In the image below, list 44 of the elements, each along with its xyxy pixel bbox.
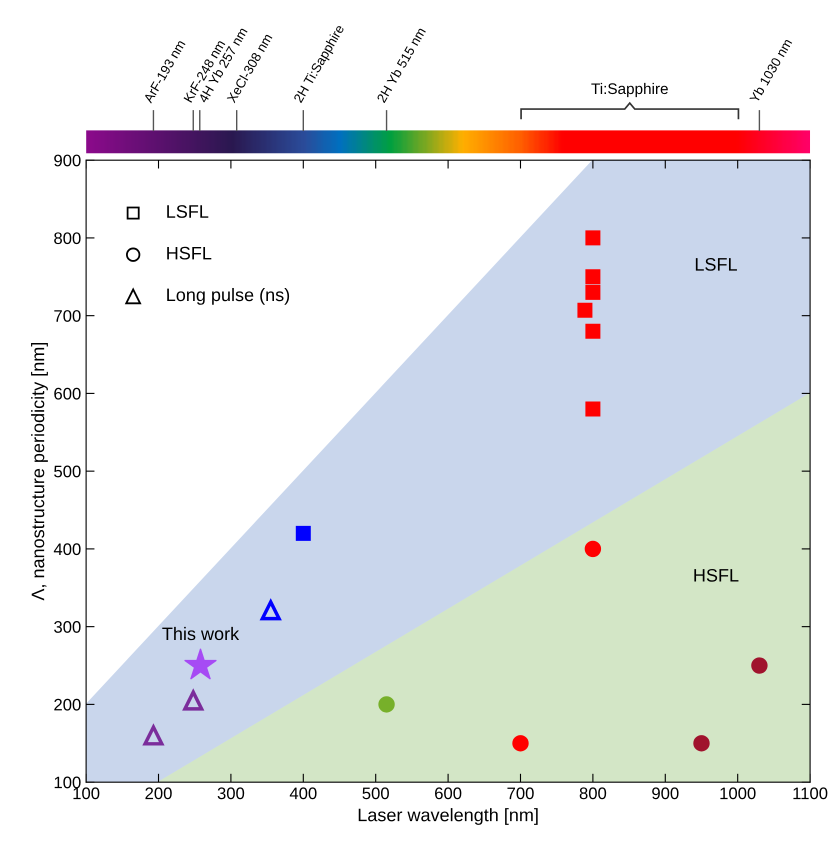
- point: [585, 324, 600, 339]
- y-tick-label: 600: [54, 388, 81, 400]
- point: [751, 657, 768, 674]
- x-tick-label: 200: [145, 787, 172, 800]
- point: [577, 302, 592, 318]
- y-axis-title: Λ, nanostructure periodicity [nm]: [31, 342, 48, 601]
- point: [378, 696, 395, 713]
- x-tick-label: 900: [652, 787, 679, 800]
- annotation: Long pulse (ns): [167, 288, 290, 305]
- x-tick-label: 600: [435, 787, 462, 800]
- x-tick-label: 500: [362, 787, 389, 800]
- point: [183, 690, 204, 711]
- y-tick-label: 400: [54, 543, 81, 556]
- annotation: LSFL: [696, 258, 737, 271]
- x-tick-label: 1000: [720, 787, 756, 800]
- x-tick-label: 400: [290, 787, 317, 800]
- annotation: HSFL: [694, 568, 738, 582]
- y-tick-label: 100: [54, 776, 81, 788]
- point: [296, 526, 311, 541]
- x-tick-label: 700: [507, 787, 534, 800]
- point: [693, 735, 710, 752]
- point: [260, 600, 281, 620]
- x-axis-title: Laser wavelength [nm]: [358, 808, 538, 825]
- point: [585, 401, 600, 416]
- y-tick-label: 300: [54, 621, 81, 633]
- point: [585, 284, 600, 300]
- point: [184, 648, 217, 680]
- y-tick-label: 200: [54, 698, 81, 711]
- annotation: LSFL: [167, 205, 208, 218]
- y-tick-label: 800: [54, 232, 81, 244]
- point: [585, 230, 600, 246]
- ref-line-label: 2H Yb 515 nm: [376, 26, 426, 104]
- y-tick-label: 500: [54, 466, 81, 478]
- y-tick-label: 700: [54, 310, 81, 322]
- series-label: This work: [162, 626, 240, 640]
- x-tick-label: 300: [218, 787, 244, 800]
- x-tick-label: 800: [580, 787, 606, 800]
- x-tick-label: 100: [73, 787, 100, 800]
- annotation: HSFL: [167, 246, 212, 260]
- point: [143, 725, 164, 746]
- text: Ti:Sapphire: [591, 82, 668, 98]
- point: [585, 269, 600, 284]
- x-tick-label: 1100: [793, 787, 828, 800]
- y-tick-label: 900: [54, 154, 81, 166]
